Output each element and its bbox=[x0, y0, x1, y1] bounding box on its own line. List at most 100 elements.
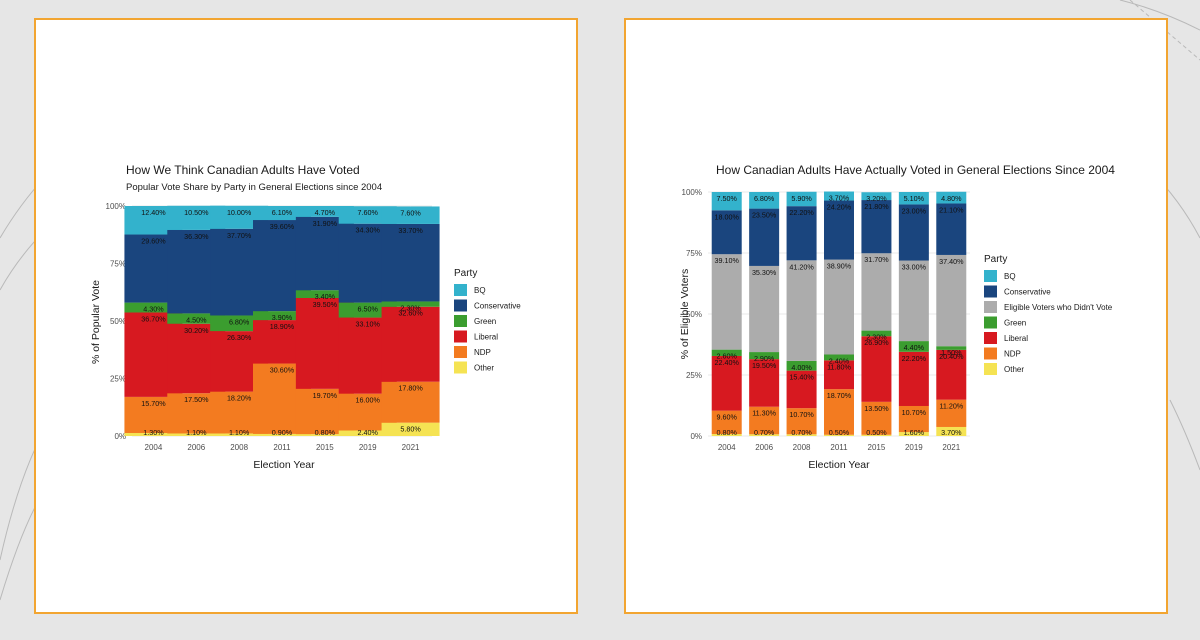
legend-label-green: Green bbox=[1004, 319, 1026, 328]
data-label-liberal-2004: 22.40% bbox=[715, 358, 740, 367]
x-tick-label: 2015 bbox=[868, 443, 886, 452]
legend-swatch-green bbox=[454, 315, 467, 327]
x-axis-label: Election Year bbox=[808, 459, 870, 471]
data-label-green-2015: 2.30% bbox=[866, 333, 887, 342]
data-label-eligible-voters-who-didn-t-vote-2019: 33.00% bbox=[902, 263, 927, 272]
y-tick-label: 0% bbox=[114, 432, 126, 441]
data-label-ndp-2004: 15.70% bbox=[141, 399, 166, 408]
legend-swatch-liberal bbox=[984, 332, 997, 344]
chart-title: How Canadian Adults Have Actually Voted … bbox=[716, 163, 1115, 177]
y-tick-label: 75% bbox=[686, 249, 702, 258]
legend-label-liberal: Liberal bbox=[1004, 334, 1028, 343]
data-label-liberal-2021: 32.60% bbox=[398, 309, 423, 318]
legend-swatch-conservative bbox=[454, 299, 467, 312]
data-label-green-2004: 2.60% bbox=[717, 352, 738, 361]
data-label-conservative-2011: 24.20% bbox=[827, 203, 852, 212]
data-label-liberal-2019: 22.20% bbox=[902, 354, 927, 363]
data-label-bq-2008: 10.00% bbox=[227, 208, 252, 217]
data-label-green-2008: 4.00% bbox=[791, 363, 812, 372]
chart-subtitle: Popular Vote Share by Party in General E… bbox=[126, 182, 382, 193]
data-label-liberal-2015: 26.90% bbox=[864, 338, 889, 347]
data-label-liberal-2004: 36.70% bbox=[141, 314, 166, 323]
bar-segment-green-2021 bbox=[936, 346, 967, 350]
x-axis-label: Election Year bbox=[253, 459, 315, 471]
data-label-liberal-2006: 19.50% bbox=[752, 361, 777, 370]
data-label-ndp-2021: 17.80% bbox=[398, 384, 423, 393]
data-label-conservative-2004: 29.60% bbox=[141, 237, 166, 246]
data-label-ndp-2019: 10.70% bbox=[902, 408, 927, 417]
data-label-green-2019: 4.40% bbox=[904, 343, 925, 352]
data-label-bq-2015: 3.20% bbox=[866, 194, 887, 203]
data-label-other-2004: 1.30% bbox=[143, 428, 164, 437]
data-label-liberal-2008: 26.30% bbox=[227, 333, 252, 342]
bar-segment-green-2019 bbox=[898, 341, 929, 352]
data-label-bq-2004: 7.50% bbox=[717, 194, 738, 203]
bar-segment-green-2011 bbox=[824, 354, 854, 361]
data-label-other-2008: 1.10% bbox=[229, 428, 250, 437]
legend-swatch-ndp bbox=[454, 346, 467, 358]
data-label-other-2004: 0.80% bbox=[717, 428, 738, 437]
bar-segment-ndp-2021 bbox=[936, 399, 967, 427]
data-label-bq-2019: 7.60% bbox=[358, 208, 379, 217]
chart-title: How We Think Canadian Adults Have Voted bbox=[126, 163, 360, 177]
bar-segment-other-2008 bbox=[786, 434, 817, 436]
data-label-conservative-2011: 39.60% bbox=[270, 222, 295, 231]
x-tick-label: 2011 bbox=[273, 443, 291, 452]
bar-segment-green-2015 bbox=[861, 330, 892, 337]
legend-label-ndp: NDP bbox=[1004, 350, 1021, 359]
data-label-conservative-2019: 23.00% bbox=[902, 206, 927, 215]
bar-segment-bq-2011 bbox=[824, 191, 854, 201]
legend-label-green: Green bbox=[474, 317, 496, 326]
legend-label-liberal: Liberal bbox=[474, 333, 498, 342]
x-tick-label: 2011 bbox=[830, 443, 848, 452]
legend-swatch-conservative bbox=[984, 285, 997, 298]
bar-segment-bq-2008 bbox=[786, 191, 817, 207]
bar-segment-other-2004 bbox=[124, 433, 183, 436]
bar-segment-green-2006 bbox=[749, 352, 780, 360]
x-tick-label: 2006 bbox=[755, 443, 773, 452]
chart-panel-popular-vote: How We Think Canadian Adults Have Voted … bbox=[34, 18, 578, 614]
data-label-liberal-2011: 18.90% bbox=[270, 322, 295, 331]
data-label-ndp-2011: 18.70% bbox=[827, 391, 852, 400]
x-tick-label: 2019 bbox=[359, 443, 377, 452]
data-label-green-2015: 3.40% bbox=[315, 292, 336, 301]
bar-segment-eligible-voters-who-didn-t-vote-2004 bbox=[711, 254, 742, 350]
legend-label-ndp: NDP bbox=[474, 348, 491, 357]
bar-segment-bq-2019 bbox=[898, 192, 929, 205]
data-label-conservative-2015: 21.80% bbox=[864, 202, 889, 211]
data-label-conservative-2006: 23.50% bbox=[752, 211, 777, 220]
data-label-liberal-2015: 39.50% bbox=[313, 300, 338, 309]
data-label-conservative-2021: 33.70% bbox=[398, 226, 423, 235]
data-label-green-2021: 2.30% bbox=[400, 303, 421, 312]
data-label-other-2019: 2.40% bbox=[358, 428, 379, 437]
data-label-conservative-2004: 18.00% bbox=[715, 212, 740, 221]
bar-segment-bq-2015 bbox=[861, 192, 892, 201]
data-label-ndp-2006: 11.30% bbox=[752, 409, 776, 418]
bar-segment-eligible-voters-who-didn-t-vote-2015 bbox=[861, 253, 892, 331]
legend-swatch-liberal bbox=[454, 330, 467, 343]
data-label-bq-2006: 6.80% bbox=[754, 194, 775, 203]
bar-segment-liberal-2006 bbox=[749, 359, 780, 407]
bar-segment-bq-2004 bbox=[711, 192, 742, 211]
bar-segment-other-2011 bbox=[253, 433, 311, 436]
y-tick-label: 100% bbox=[682, 188, 702, 197]
x-tick-label: 2021 bbox=[402, 443, 420, 452]
bar-segment-other-2021 bbox=[381, 422, 440, 436]
data-label-eligible-voters-who-didn-t-vote-2021: 37.40% bbox=[939, 257, 964, 266]
y-axis-label: % of Popular Vote bbox=[90, 280, 102, 364]
data-label-conservative-2008: 22.20% bbox=[789, 208, 814, 217]
bar-segment-green-2006 bbox=[167, 313, 226, 324]
legend-title: Party bbox=[984, 254, 1007, 265]
legend-label-bq: BQ bbox=[474, 286, 486, 295]
bar-segment-liberal-2021 bbox=[381, 306, 440, 382]
bar-segment-conservative-2011 bbox=[824, 200, 854, 260]
bar-segment-green-2004 bbox=[124, 302, 183, 313]
data-label-other-2021: 5.80% bbox=[400, 425, 421, 434]
x-tick-label: 2015 bbox=[316, 443, 334, 452]
x-tick-label: 2021 bbox=[942, 443, 960, 452]
data-label-bq-2021: 7.60% bbox=[400, 208, 421, 217]
data-label-green-2011: 3.90% bbox=[272, 313, 293, 322]
y-tick-label: 25% bbox=[110, 375, 126, 384]
x-tick-label: 2008 bbox=[793, 443, 811, 452]
bar-segment-eligible-voters-who-didn-t-vote-2021 bbox=[936, 254, 967, 347]
